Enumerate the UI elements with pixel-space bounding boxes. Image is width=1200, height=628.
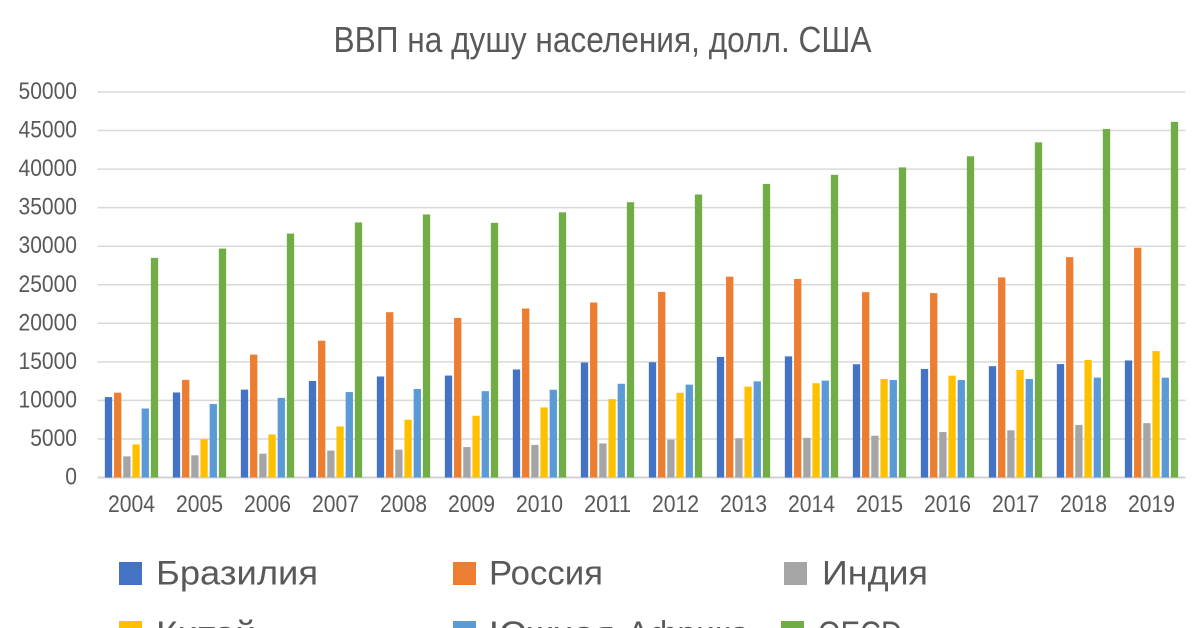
- svg-text:2018: 2018: [1060, 491, 1107, 518]
- svg-text:40000: 40000: [19, 155, 78, 182]
- svg-text:20000: 20000: [19, 309, 78, 336]
- svg-text:2011: 2011: [584, 491, 631, 518]
- svg-text:2015: 2015: [856, 491, 903, 518]
- svg-text:30000: 30000: [19, 232, 78, 259]
- svg-text:2017: 2017: [992, 491, 1039, 518]
- svg-text:Китай: Китай: [156, 615, 256, 628]
- svg-text:2010: 2010: [516, 491, 563, 518]
- svg-text:2012: 2012: [652, 491, 699, 518]
- svg-text:Африка: Африка: [627, 615, 749, 628]
- svg-text:45000: 45000: [19, 117, 78, 144]
- svg-text:2019: 2019: [1128, 491, 1175, 518]
- svg-text:2013: 2013: [720, 491, 767, 518]
- svg-text:5000: 5000: [30, 425, 77, 452]
- svg-text:OECD: OECD: [818, 615, 902, 628]
- svg-text:50000: 50000: [19, 78, 78, 105]
- svg-text:2007: 2007: [312, 491, 359, 518]
- svg-text:Бразилия: Бразилия: [156, 555, 318, 593]
- svg-text:25000: 25000: [19, 271, 78, 298]
- svg-text:Индия: Индия: [822, 555, 928, 593]
- svg-text:2009: 2009: [448, 491, 495, 518]
- svg-text:ВВП на душу населения, долл. С: ВВП на душу населения, долл. США: [334, 19, 872, 60]
- svg-text:Россия: Россия: [489, 555, 603, 593]
- svg-text:10000: 10000: [19, 386, 78, 413]
- svg-text:2006: 2006: [244, 491, 291, 518]
- svg-text:0: 0: [65, 464, 77, 491]
- svg-text:Южная: Южная: [489, 615, 615, 628]
- svg-text:2005: 2005: [176, 491, 223, 518]
- svg-text:2008: 2008: [380, 491, 427, 518]
- svg-text:2016: 2016: [924, 491, 971, 518]
- svg-text:2004: 2004: [108, 491, 155, 518]
- svg-text:15000: 15000: [19, 348, 78, 375]
- svg-text:2014: 2014: [788, 491, 835, 518]
- svg-text:35000: 35000: [19, 194, 78, 221]
